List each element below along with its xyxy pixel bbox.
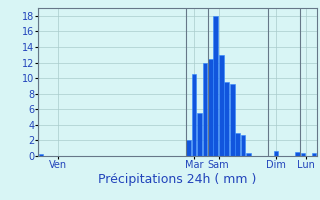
Bar: [241, 135, 245, 156]
Bar: [39, 154, 44, 156]
Bar: [186, 140, 191, 156]
Bar: [230, 84, 235, 156]
Bar: [213, 16, 218, 156]
Bar: [295, 152, 300, 156]
Bar: [312, 153, 316, 156]
Bar: [208, 59, 213, 156]
Bar: [219, 55, 224, 156]
Bar: [246, 153, 251, 156]
X-axis label: Précipitations 24h ( mm ): Précipitations 24h ( mm ): [99, 173, 257, 186]
Bar: [301, 153, 306, 156]
Bar: [192, 74, 196, 156]
Bar: [197, 113, 202, 156]
Bar: [235, 133, 240, 156]
Bar: [203, 63, 207, 156]
Bar: [224, 82, 229, 156]
Bar: [274, 151, 278, 156]
